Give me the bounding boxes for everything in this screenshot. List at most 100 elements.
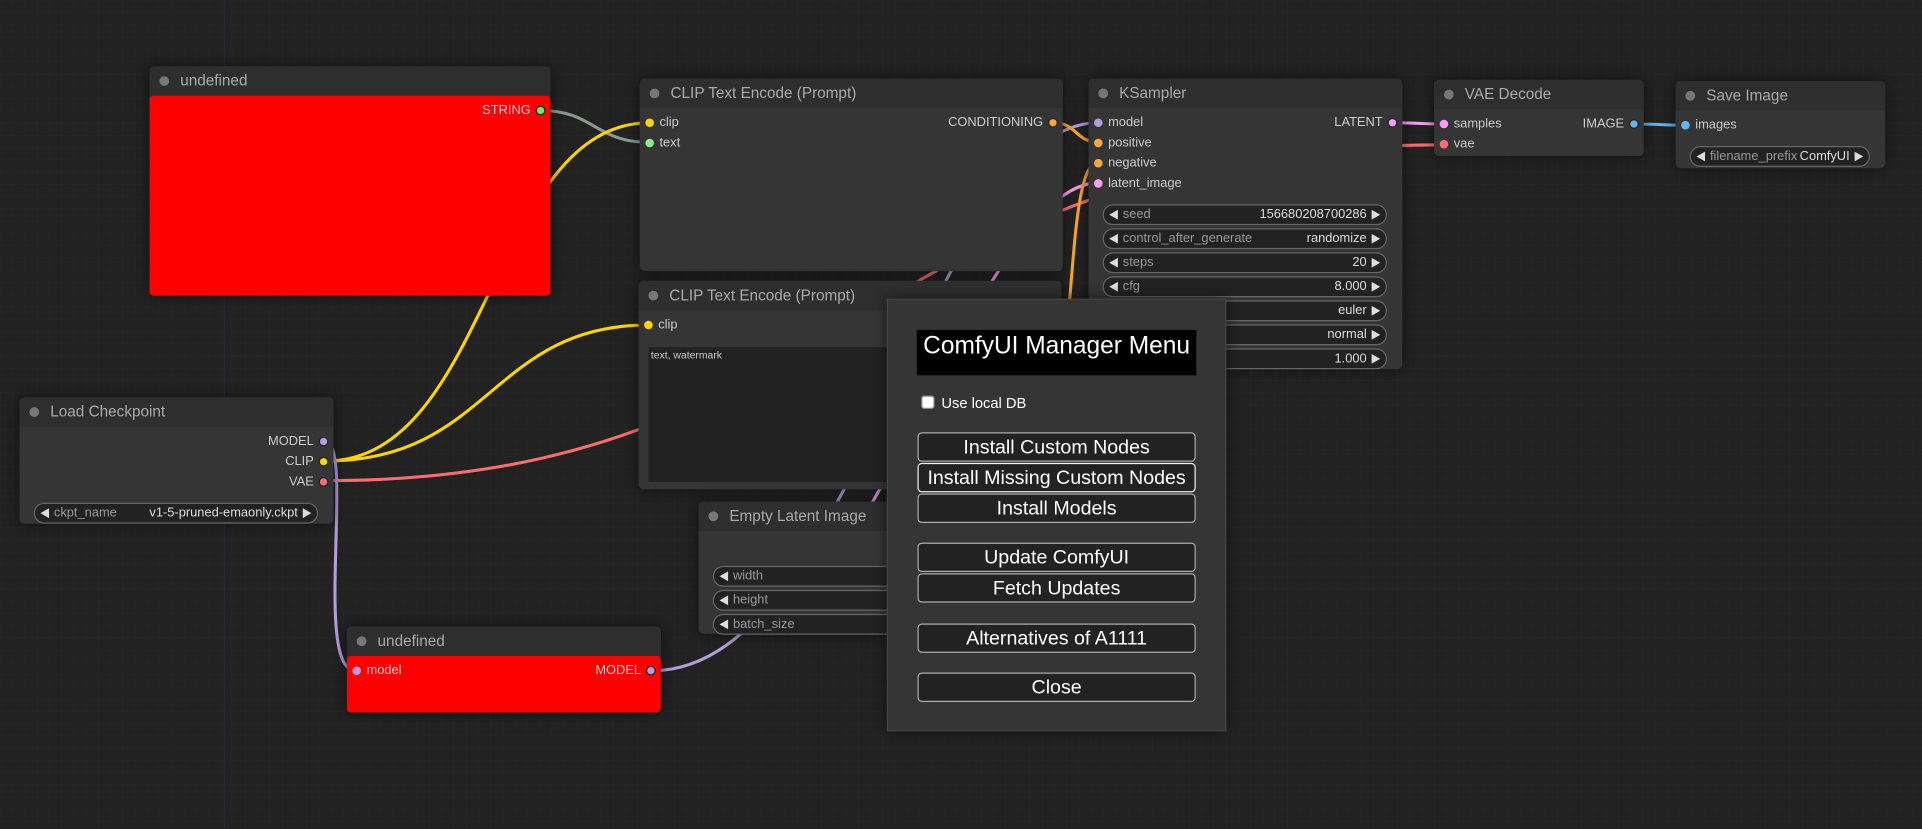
widget-arrow-left[interactable] [719, 571, 729, 582]
menu-button-label: Update ComfyUI [984, 547, 1129, 569]
widget-arrow-right[interactable] [1371, 281, 1381, 292]
node-status-dot [1098, 88, 1109, 99]
node-status-dot [29, 407, 40, 417]
output-slot[interactable] [1048, 117, 1058, 128]
menu-button[interactable] [917, 493, 1196, 523]
node[interactable]: undefined model MODEL [346, 626, 661, 713]
node[interactable]: Save Image images filename_prefix ComfyUI [1675, 81, 1886, 169]
node-status-dot [649, 88, 660, 99]
output-slot[interactable] [645, 665, 656, 676]
output-label: MODEL [595, 662, 641, 677]
widget-arrow-right[interactable] [1854, 151, 1864, 162]
input-slot[interactable] [1439, 119, 1449, 129]
input-slot[interactable] [352, 666, 361, 675]
widget-arrow-right[interactable] [1371, 257, 1381, 268]
widget-arrow-right[interactable] [1371, 233, 1381, 244]
node-body [19, 397, 334, 524]
widget-arrow-left[interactable] [1109, 281, 1118, 292]
input-label: vae [1454, 136, 1475, 151]
node-title-bar [639, 78, 1063, 109]
input-label: samples [1454, 115, 1502, 130]
menu-button-label: Close [1032, 677, 1082, 699]
input-label: negative [1108, 155, 1157, 170]
output-slot[interactable] [1629, 119, 1639, 129]
widget-label: batch_size [733, 616, 794, 631]
menu-button[interactable] [917, 623, 1196, 653]
widget-arrow-right[interactable] [1371, 305, 1381, 316]
input-slot[interactable] [1093, 138, 1103, 148]
output-slot[interactable] [535, 105, 546, 116]
widget-arrow-left[interactable] [1696, 151, 1706, 162]
widget-arrow-right[interactable] [1371, 209, 1381, 220]
node-status-dot [159, 76, 170, 86]
input-slot[interactable] [1093, 179, 1103, 188]
node-title: CLIP Text Encode (Prompt) [669, 287, 855, 304]
node-title: Empty Latent Image [729, 508, 866, 525]
node-title-bar [346, 626, 661, 656]
widget[interactable] [1102, 204, 1387, 226]
node-color-body [346, 655, 661, 713]
widget-arrow-left[interactable] [40, 508, 50, 519]
node[interactable]: undefined STRING [149, 66, 551, 296]
node-status-dot [356, 636, 367, 647]
widget-value: 156680208700286 [1259, 206, 1366, 221]
widget-arrow-right[interactable] [1371, 329, 1381, 340]
menu-button[interactable] [917, 573, 1196, 603]
menu-button[interactable] [917, 672, 1196, 702]
output-slot[interactable] [318, 456, 329, 467]
input-slot[interactable] [1681, 120, 1690, 130]
node[interactable]: VAE Decode samples vae IMAGE [1434, 79, 1644, 156]
input-slot[interactable] [1439, 139, 1449, 149]
widget-arrow-left[interactable] [1109, 257, 1118, 268]
input-slot[interactable] [645, 138, 654, 148]
input-slot[interactable] [645, 118, 654, 128]
node-title: CLIP Text Encode (Prompt) [670, 85, 856, 102]
node-title-bar [149, 66, 551, 96]
widget-label: ckpt_name [54, 505, 117, 520]
link [540, 108, 650, 144]
menu-button[interactable] [917, 432, 1196, 462]
widget-value: euler [1338, 302, 1367, 317]
node-title: Save Image [1706, 87, 1788, 104]
widget-label: width [732, 568, 763, 583]
widget-label: filename_prefix [1710, 148, 1798, 163]
input-label: text [659, 134, 680, 149]
widget[interactable] [1102, 228, 1387, 250]
node[interactable]: Load Checkpoint MODEL CLIP VAE ckpt_name v1-5… [19, 397, 334, 524]
menu-button[interactable] [917, 542, 1196, 573]
menu-button-label: Install Custom Nodes [963, 436, 1150, 458]
widget-value: randomize [1307, 230, 1367, 245]
checkbox[interactable] [921, 395, 935, 409]
menu-button-label: Fetch Updates [993, 577, 1121, 599]
widget-arrow-left[interactable] [1109, 233, 1118, 244]
manager-menu: ComfyUI Manager Menu Use local DB Install … [886, 298, 1227, 732]
widget-label: control_after_generate [1123, 230, 1252, 245]
output-slot[interactable] [1387, 117, 1398, 128]
widget-arrow-right[interactable] [302, 508, 312, 519]
input-slot[interactable] [1093, 118, 1103, 128]
output-label: IMAGE [1583, 115, 1625, 130]
widget-label: cfg [1123, 278, 1140, 293]
output-label: CONDITIONING [948, 114, 1043, 129]
widget[interactable] [1102, 276, 1387, 298]
node[interactable]: CLIP Text Encode (Prompt) clip text CONDITI… [639, 78, 1063, 272]
menu-button[interactable] [917, 462, 1196, 493]
widget-arrow-left[interactable] [719, 595, 729, 606]
node-title: undefined [180, 73, 247, 90]
input-label: clip [658, 316, 677, 331]
widget[interactable] [1689, 146, 1870, 167]
output-slot[interactable] [318, 436, 329, 447]
widget-label: height [733, 592, 768, 607]
widget[interactable] [33, 502, 319, 524]
input-slot[interactable] [644, 320, 653, 330]
widget-arrow-right[interactable] [1371, 353, 1381, 364]
output-slot[interactable] [318, 477, 329, 487]
input-slot[interactable] [1093, 158, 1103, 168]
node-title: VAE Decode [1465, 86, 1552, 103]
menu-button-label: Install Models [997, 498, 1117, 520]
widget-arrow-left[interactable] [1109, 209, 1118, 220]
widget-arrow-left[interactable] [719, 619, 729, 630]
widget[interactable] [1102, 252, 1387, 274]
